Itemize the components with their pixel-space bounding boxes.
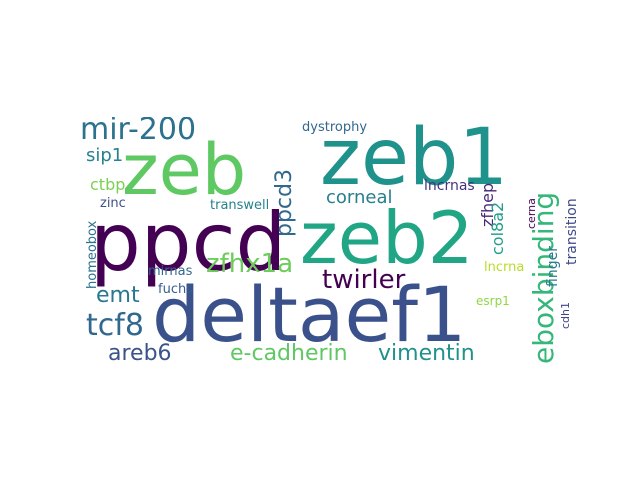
word-zeb: zeb xyxy=(122,129,247,211)
word-sip1: sip1 xyxy=(86,145,124,166)
word-esrp1: esrp1 xyxy=(476,294,510,308)
word-zinc: zinc xyxy=(100,196,126,211)
word-ctbp: ctbp xyxy=(90,175,126,194)
word-dystrophy: dystrophy xyxy=(302,120,368,135)
word-transition: transition xyxy=(564,198,580,265)
word-e-cadherin: e-cadherin xyxy=(230,341,348,366)
word-zeb2: zeb2 xyxy=(300,196,474,280)
word-homeobox: homeobox xyxy=(85,220,100,289)
word-zeb1: zeb1 xyxy=(320,117,509,203)
word-twirler: twirler xyxy=(322,265,406,295)
word-corneal: corneal xyxy=(326,187,393,208)
word-areb6: areb6 xyxy=(108,341,172,366)
word-finger: finger xyxy=(545,246,561,287)
word-mir-200: mir-200 xyxy=(80,117,197,147)
word-emt: emt xyxy=(96,283,140,308)
word-cerna: cerna xyxy=(525,198,538,229)
word-tcf8: tcf8 xyxy=(86,308,144,343)
word-lncrna: lncrna xyxy=(484,260,525,275)
word-col8a2: col8a2 xyxy=(488,201,507,255)
word-ppcd3: ppcd3 xyxy=(272,169,297,237)
word-fuchs: fuchs xyxy=(158,282,193,297)
word-lncrnas: lncrnas xyxy=(424,178,475,194)
word-zfhx1a: zfhx1a xyxy=(206,249,294,279)
word-mirnas: mirnas xyxy=(148,264,193,279)
word-cloud: deltaef1 zeb2 zeb1 ppcd zeb eboxbinding … xyxy=(72,117,584,373)
word-vimentin: vimentin xyxy=(378,341,475,366)
word-deltaef1: deltaef1 xyxy=(152,270,467,359)
word-ppcd: ppcd xyxy=(90,196,287,289)
word-cdh1: cdh1 xyxy=(559,301,572,329)
word-transwell: transwell xyxy=(210,198,270,213)
